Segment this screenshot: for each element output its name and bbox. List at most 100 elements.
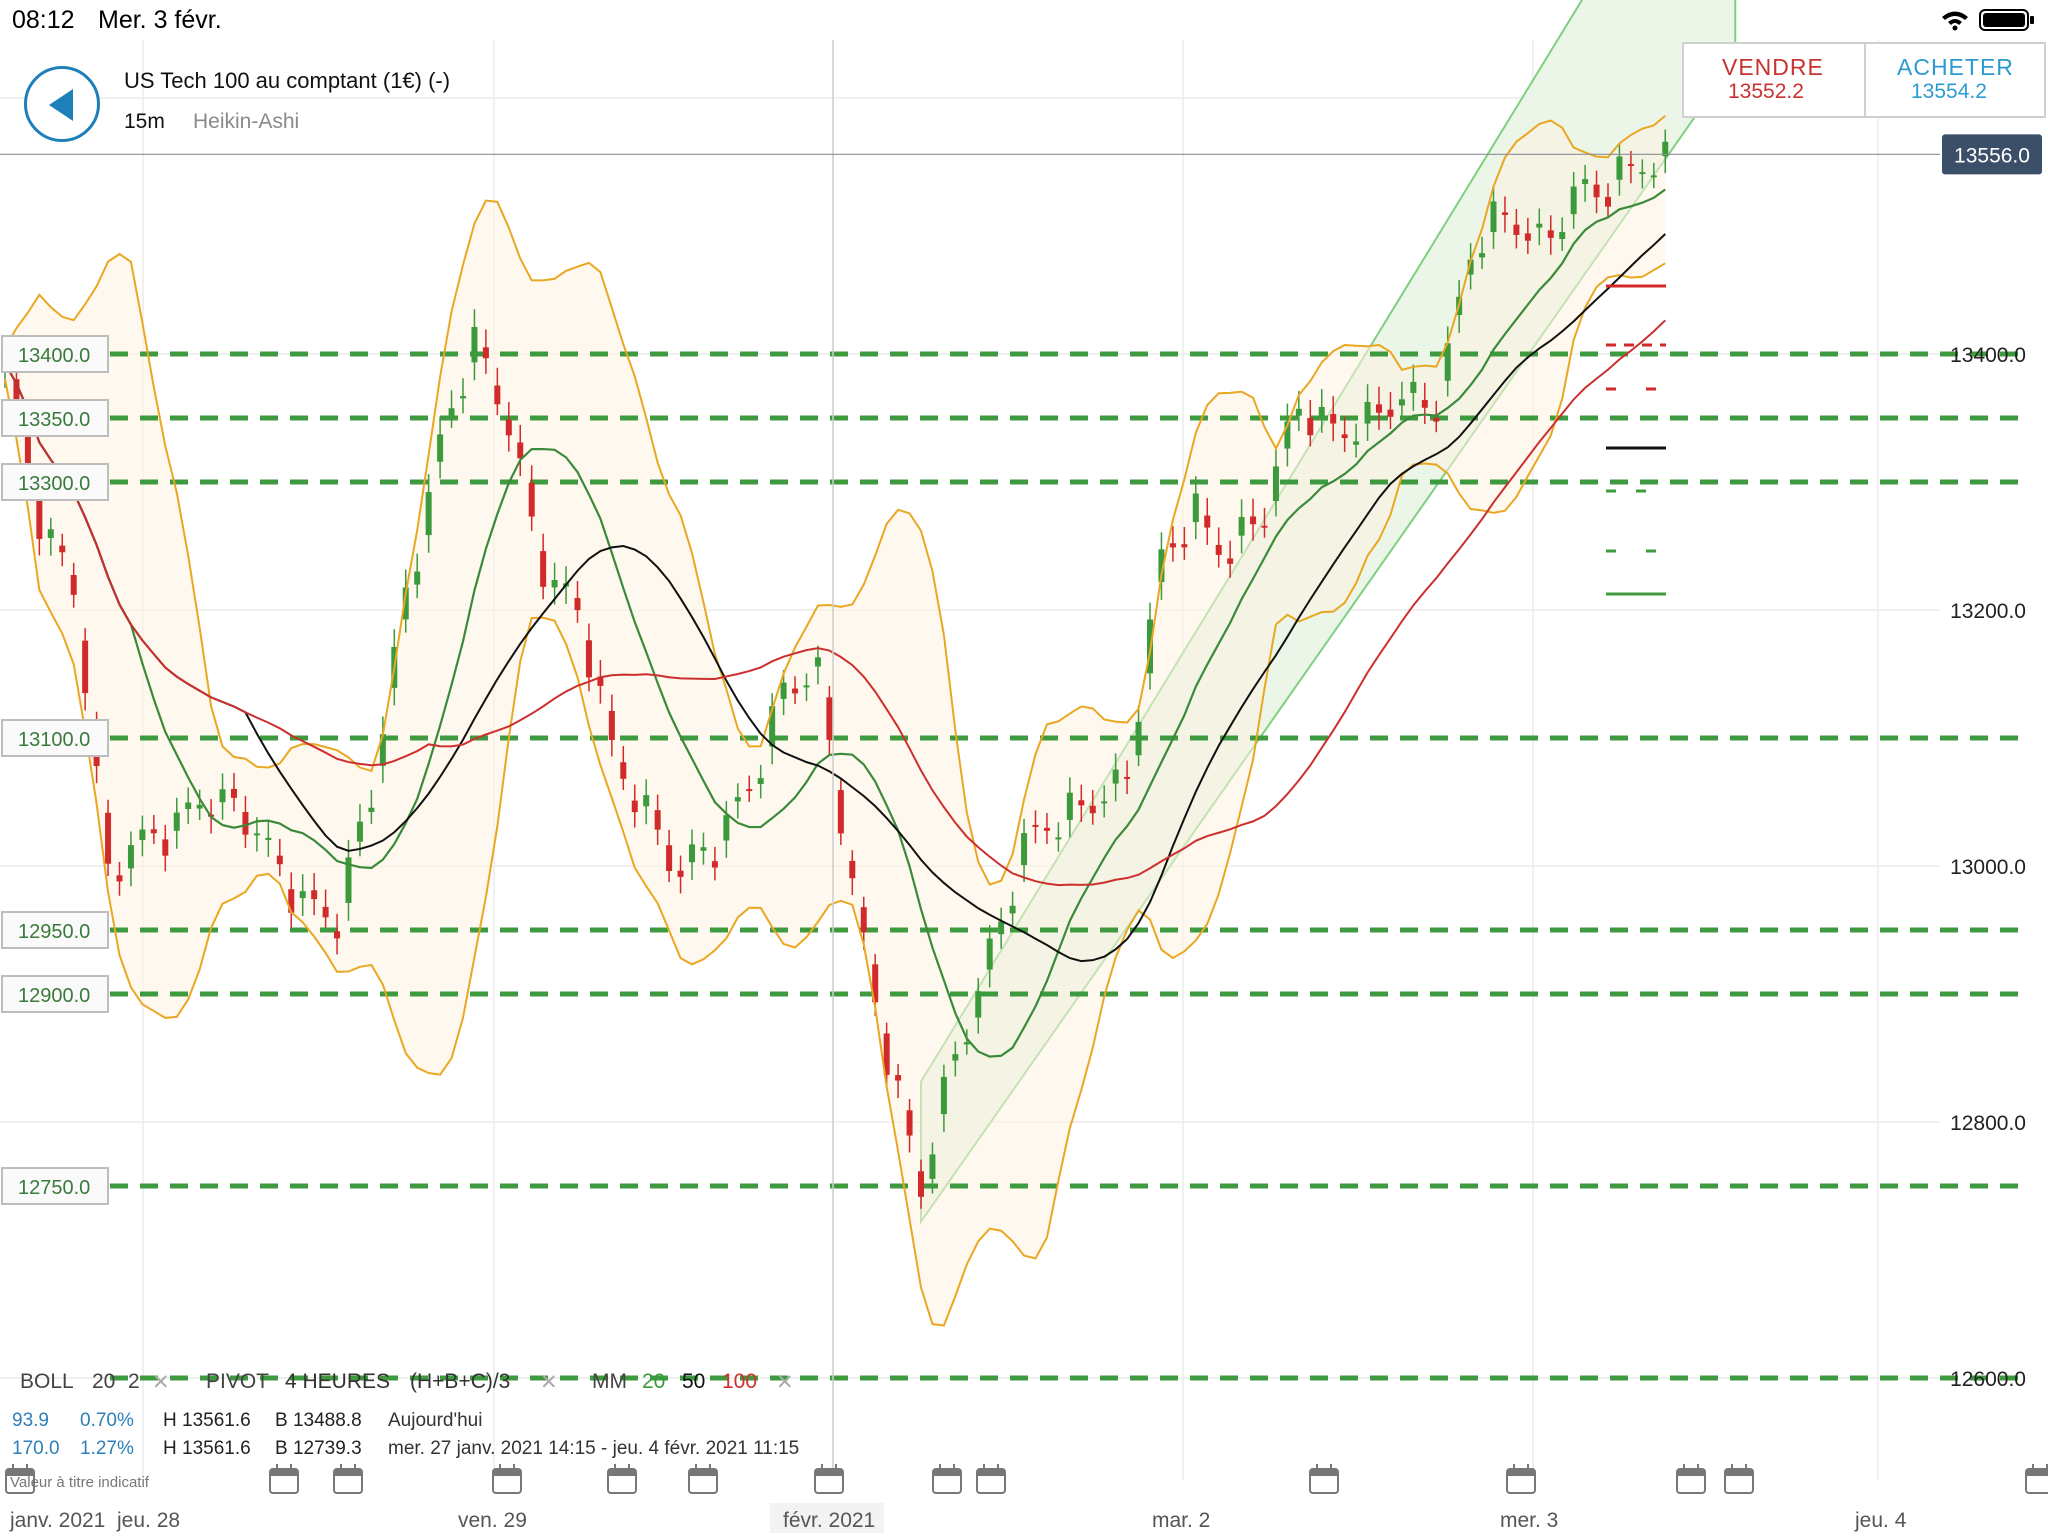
remove-pivot-icon[interactable]: ✕ xyxy=(540,1371,558,1394)
candle xyxy=(368,790,375,824)
candle xyxy=(666,829,673,883)
level-label-box xyxy=(1,399,109,437)
boll-param-1: 20 xyxy=(92,1370,116,1393)
time-axis-label: mar. 2 xyxy=(1152,1509,1210,1532)
buy-label: ACHETER xyxy=(1897,54,2014,80)
calendar-icon xyxy=(688,1464,718,1494)
candle xyxy=(940,1064,947,1132)
candle-body xyxy=(1364,401,1371,424)
candle xyxy=(677,855,684,894)
candle-body xyxy=(975,991,982,1018)
calendar-icon xyxy=(607,1464,637,1494)
candle-body xyxy=(895,1075,902,1081)
candle xyxy=(780,669,787,716)
candle xyxy=(711,846,718,881)
y-tick-label: 12600.0 xyxy=(1950,1368,2026,1391)
candle xyxy=(540,533,547,600)
boll-label[interactable]: BOLL xyxy=(20,1370,74,1393)
candle-body xyxy=(1593,184,1600,198)
candle xyxy=(1513,208,1520,249)
candle-body xyxy=(1387,409,1394,417)
candle-body xyxy=(116,875,123,882)
candle xyxy=(1593,170,1600,214)
candle-body xyxy=(780,682,787,699)
candle xyxy=(1605,183,1611,217)
back-button[interactable] xyxy=(24,66,100,142)
candle-body xyxy=(963,1042,970,1045)
candle-body xyxy=(1650,175,1657,178)
candle-body xyxy=(631,800,638,813)
candle-body xyxy=(1318,406,1325,417)
candle xyxy=(1112,753,1119,802)
candle-body xyxy=(849,860,856,879)
candle xyxy=(1444,326,1451,397)
current-price-label: 13556.0 xyxy=(1954,144,2030,167)
candle-body xyxy=(1284,421,1291,449)
candle xyxy=(265,821,272,857)
candle xyxy=(1124,760,1131,795)
candle-body xyxy=(711,861,718,868)
calendar-header xyxy=(493,1469,521,1476)
candle-body xyxy=(437,434,444,462)
sell-button[interactable]: VENDRE 13552.2 xyxy=(1684,44,1864,118)
candle-body xyxy=(689,844,695,863)
candle xyxy=(585,623,592,692)
candle-body xyxy=(265,837,272,840)
candle-body xyxy=(734,797,741,802)
time-axis-label: ven. 29 xyxy=(458,1509,527,1532)
candle-body xyxy=(1124,776,1131,779)
candle-body xyxy=(196,804,203,809)
remove-boll-icon[interactable]: ✕ xyxy=(152,1371,170,1394)
candle-body xyxy=(414,571,421,585)
candle xyxy=(574,581,581,623)
candle-body xyxy=(460,396,466,399)
time-label-highlight xyxy=(770,1503,884,1533)
candle xyxy=(311,873,318,916)
candle xyxy=(471,309,478,381)
candle-body xyxy=(940,1076,947,1115)
calendar-icon xyxy=(333,1464,363,1494)
candle-body xyxy=(1421,399,1428,408)
candle xyxy=(1421,382,1428,424)
candle-body xyxy=(1513,224,1520,235)
level-label-box xyxy=(1,719,109,757)
instrument-title: US Tech 100 au comptant (1€) (-) xyxy=(124,68,451,93)
candle xyxy=(334,913,341,955)
pivot-formula: (H+B+C)/3 xyxy=(410,1370,511,1393)
candle xyxy=(1479,236,1486,270)
candle xyxy=(769,693,776,765)
candle xyxy=(620,746,627,790)
battery-wifi-icon xyxy=(1942,9,2034,31)
range-period: mer. 27 janv. 2021 14:15 - jeu. 4 févr. … xyxy=(388,1438,800,1459)
candle xyxy=(150,815,157,844)
candle xyxy=(162,824,169,872)
candle-body xyxy=(1433,417,1440,422)
candle xyxy=(231,772,237,812)
candle xyxy=(1021,818,1028,883)
remove-mm-icon[interactable]: ✕ xyxy=(776,1371,794,1394)
candle-body xyxy=(998,921,1005,935)
candle-body xyxy=(1261,525,1268,528)
chart-type-selector[interactable]: Heikin-Ashi xyxy=(193,110,300,133)
calendar-icon xyxy=(5,1464,35,1494)
candle xyxy=(1616,143,1623,196)
candle-body xyxy=(219,789,226,803)
candle-body xyxy=(860,907,867,933)
candle xyxy=(1559,217,1566,251)
candle-body xyxy=(1169,543,1176,548)
candle-body xyxy=(505,419,512,436)
mm-label[interactable]: MM xyxy=(592,1370,627,1393)
candle xyxy=(1135,705,1142,767)
candle-body xyxy=(1341,434,1348,439)
candle xyxy=(643,779,650,825)
pivot-label[interactable]: PIVOT xyxy=(206,1370,270,1393)
candle xyxy=(986,925,993,988)
calendar-icon xyxy=(1724,1464,1754,1494)
timeframe-selector[interactable]: 15m xyxy=(124,110,165,133)
status-bar: 08:12 Mer. 3 févr. xyxy=(0,0,2048,40)
candle xyxy=(379,716,386,783)
candle xyxy=(837,779,844,846)
candle-body xyxy=(1410,381,1417,393)
candle-body xyxy=(551,579,558,588)
